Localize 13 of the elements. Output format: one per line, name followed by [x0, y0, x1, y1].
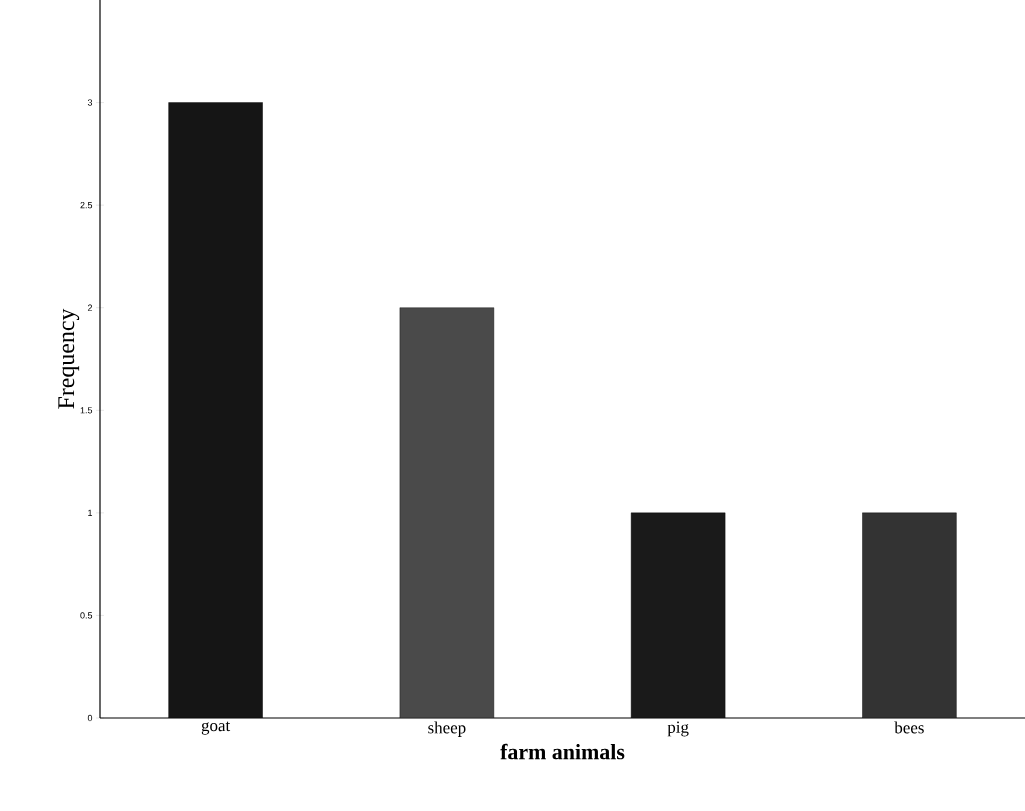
- x-tick-label: sheep: [428, 721, 466, 737]
- y-tick-label: 0.5: [80, 612, 93, 619]
- x-tick-label: bees: [894, 721, 924, 734]
- y-axis-title: Frequency: [58, 308, 80, 409]
- y-tick-label: 1.5: [80, 407, 93, 414]
- x-tick-label: pig: [667, 721, 689, 737]
- y-tick-label: 0: [87, 714, 93, 722]
- y-tick-label: 1: [88, 509, 93, 516]
- x-axis-title: farm animals: [500, 743, 625, 760]
- y-tick-label: 2.5: [80, 201, 93, 209]
- y-tick-label: 2: [87, 304, 93, 311]
- x-tick-label: goat: [201, 721, 231, 735]
- y-tick-label: 3: [87, 99, 93, 106]
